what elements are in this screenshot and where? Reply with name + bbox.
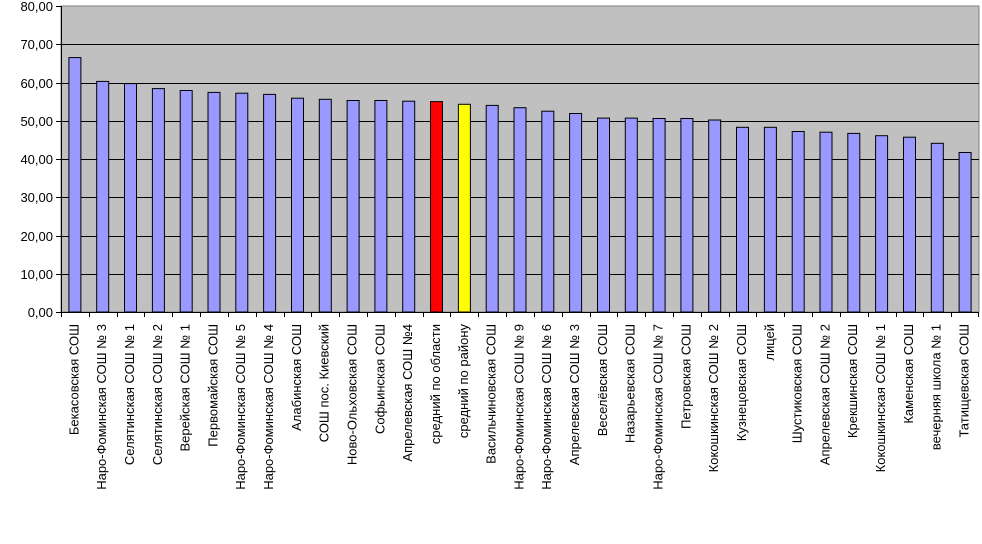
bar <box>847 132 861 313</box>
y-tick-label: 0,00 <box>28 305 53 320</box>
x-tick-label: Селятинская СОШ № 2 <box>150 324 165 465</box>
bar <box>374 100 388 313</box>
y-axis-ticks: 0,00 10,00 20,00 30,00 40,00 50,00 60,00 70,00 8… <box>20 0 61 320</box>
x-tick-label: Ново-Ольховская СОШ <box>345 324 360 465</box>
x-tick-label: Татищевская СОШ <box>957 324 972 438</box>
bar <box>124 83 137 313</box>
bar <box>318 98 332 313</box>
x-tick-label: Кокошкинская СОШ № 2 <box>706 324 721 472</box>
bar <box>791 131 805 313</box>
x-tick-label: вечерняя школа № 1 <box>929 324 944 450</box>
x-tick-label: Наро-Фоминская СОШ № 5 <box>233 324 248 490</box>
bar <box>736 126 749 313</box>
x-tick-label: Апрелевская СОШ № 3 <box>567 324 582 465</box>
bar <box>96 80 110 313</box>
x-tick-label: СОШ пос. Киевский <box>317 324 332 442</box>
y-tick-label: 60,00 <box>20 76 53 91</box>
x-tick-label: Селятинская СОШ № 1 <box>122 324 137 465</box>
bar <box>430 101 443 313</box>
bar <box>903 136 916 313</box>
x-tick-label: лицей <box>762 324 777 361</box>
x-tick-label: Назарьевская СОШ <box>623 324 638 443</box>
bar <box>541 110 555 313</box>
bar <box>763 126 777 313</box>
bar <box>402 100 416 313</box>
x-tick-label: Алабинская СОШ <box>289 324 304 431</box>
x-tick-label: Апрелевская СОШ № 2 <box>817 324 832 465</box>
x-tick-label: Шустиковская СОШ <box>790 324 805 443</box>
bar <box>151 88 165 313</box>
bar <box>457 103 471 313</box>
x-axis-labels: Бекасовская СОШ Наро-Фоминская СОШ № 3 Сел… <box>61 312 979 490</box>
x-tick-label: Верейская СОШ № 1 <box>178 324 193 452</box>
bar <box>235 92 249 313</box>
x-tick-label: средний по области <box>428 324 443 444</box>
x-tick-label: Крекшинская СОШ <box>845 324 860 438</box>
x-tick-label: Кузнецовская СОШ <box>734 324 749 441</box>
x-tick-label: Наро-Фоминская СОШ № 6 <box>539 324 554 490</box>
y-tick-label: 20,00 <box>20 229 53 244</box>
x-tick-label: Софьинская СОШ <box>372 324 387 434</box>
bar <box>68 57 82 313</box>
bar <box>930 142 944 313</box>
y-tick-label: 50,00 <box>20 114 53 129</box>
x-tick-label: Наро-Фоминская СОШ № 3 <box>94 324 109 490</box>
x-tick-label: Первомайская СОШ <box>205 324 220 447</box>
y-tick-label: 70,00 <box>20 37 53 52</box>
x-tick-label: Апрелевская СОШ №4 <box>400 324 415 462</box>
bar <box>207 91 221 313</box>
x-tick-label: Петровская СОШ <box>678 324 693 429</box>
bar <box>485 104 499 313</box>
x-tick-label: Наро-Фоминская СОШ № 4 <box>261 324 276 490</box>
bar <box>708 119 722 313</box>
x-tick-label: Веселёвская СОШ <box>595 324 610 436</box>
bar <box>513 107 527 313</box>
bar <box>652 118 666 313</box>
x-tick-label: Каменская СОШ <box>901 324 916 424</box>
bar <box>263 93 277 313</box>
bar <box>597 117 610 313</box>
bar <box>624 117 638 313</box>
x-tick-label: Наро-Фоминская СОШ № 9 <box>511 324 526 490</box>
bar <box>680 118 694 313</box>
y-tick-label: 10,00 <box>20 267 53 282</box>
x-tick-label: средний по району <box>456 324 471 439</box>
y-tick-label: 80,00 <box>20 0 53 14</box>
y-tick-label: 30,00 <box>20 190 53 205</box>
x-tick-label: Кокошкинская СОШ № 1 <box>873 324 888 472</box>
x-tick-label: Бекасовская СОШ <box>66 324 81 435</box>
x-tick-label: Наро-Фоминская СОШ № 7 <box>651 324 666 490</box>
bar <box>346 100 360 313</box>
bar <box>569 113 583 313</box>
bar <box>179 90 193 313</box>
bar <box>875 135 889 313</box>
y-tick-label: 40,00 <box>20 152 53 167</box>
x-tick-label: Васильчиновская СОШ <box>484 324 499 464</box>
bar <box>958 152 972 313</box>
bar <box>819 131 833 313</box>
bar <box>291 97 304 313</box>
